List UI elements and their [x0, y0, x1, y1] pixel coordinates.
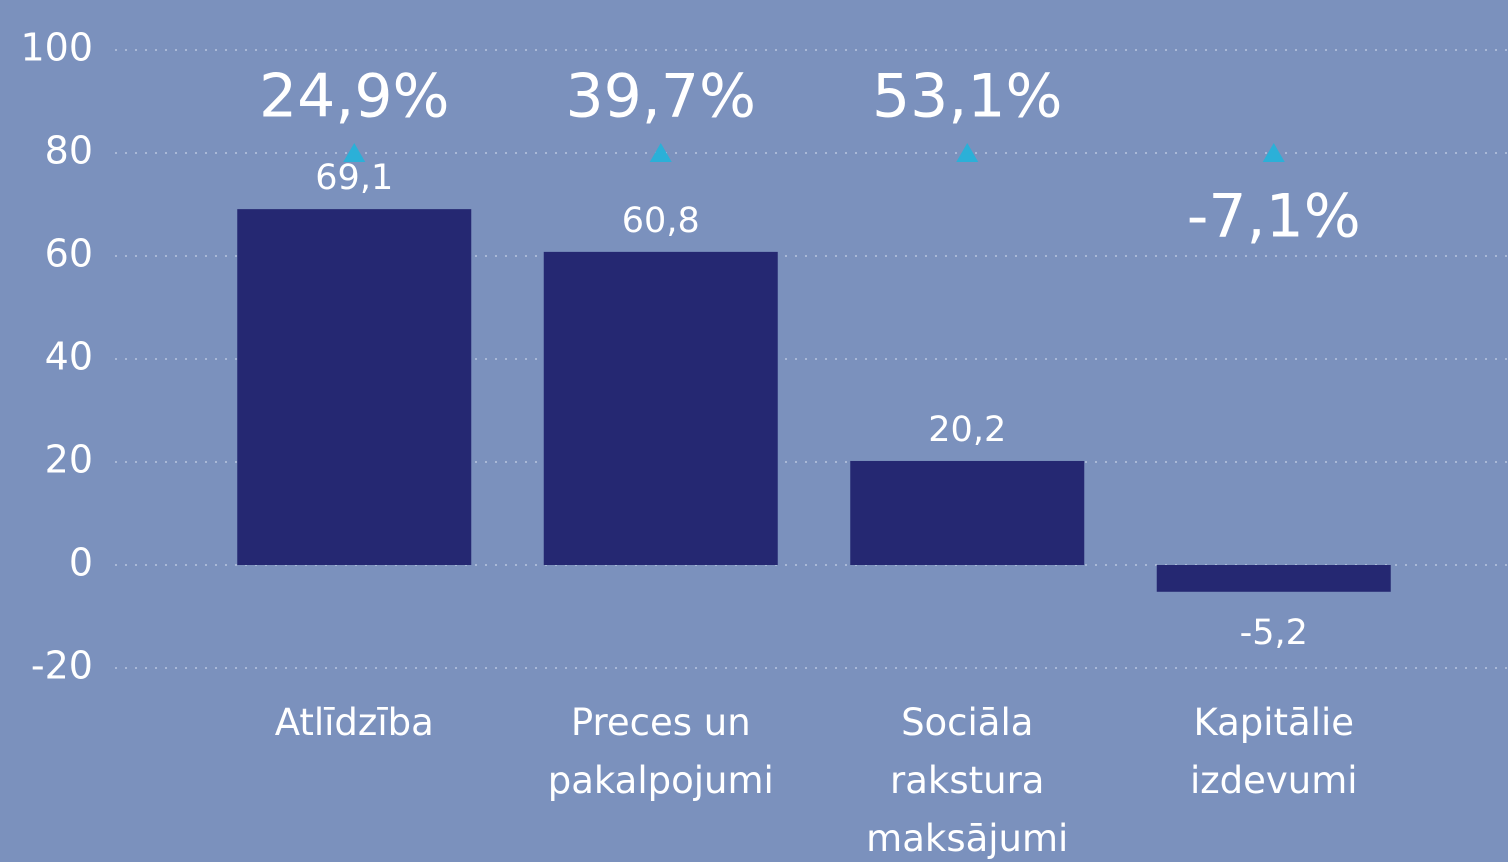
x-tick-label: Atlīdzība — [274, 701, 434, 744]
change-marker — [649, 143, 672, 162]
change-marker — [1262, 143, 1285, 162]
x-tick-label: Kapitālie izdevumi — [1189, 701, 1358, 802]
change-label: 53,1% — [872, 62, 1063, 132]
bar — [1156, 565, 1391, 592]
change-label: -7,1% — [1187, 182, 1361, 252]
change-marker — [956, 143, 979, 162]
bar — [237, 209, 472, 565]
y-tick-label: 100 — [20, 26, 93, 70]
bar — [850, 460, 1085, 565]
value-label: -5,2 — [1240, 613, 1308, 653]
change-marker — [343, 143, 366, 162]
x-tick-label: Sociāla rakstura maksājumi — [866, 701, 1069, 860]
y-tick-label: 40 — [45, 335, 93, 379]
y-tick-label: 60 — [45, 232, 93, 276]
bar — [543, 251, 778, 565]
y-tick-label: 20 — [45, 438, 93, 482]
change-label: 39,7% — [565, 62, 756, 132]
change-label: 24,9% — [259, 62, 450, 132]
value-label: 60,8 — [622, 201, 700, 241]
value-label: 20,2 — [928, 410, 1006, 450]
value-label: 69,1 — [315, 158, 393, 198]
x-tick-label: Preces un pakalpojumi — [547, 701, 774, 802]
y-tick-label: 80 — [45, 129, 93, 173]
y-tick-label: -20 — [31, 644, 93, 688]
y-tick-label: 0 — [69, 541, 93, 585]
